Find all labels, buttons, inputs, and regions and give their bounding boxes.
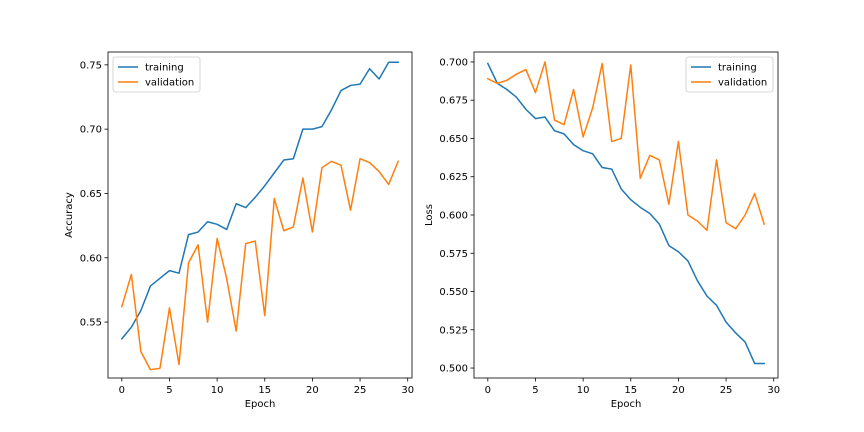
x-tick-label: 10	[211, 385, 224, 396]
x-tick-label: 30	[767, 385, 780, 396]
x-tick-label: 5	[532, 385, 538, 396]
y-tick-label: 0.550	[439, 287, 468, 298]
series-line-training	[486, 62, 765, 365]
x-tick-label: 15	[258, 385, 271, 396]
y-tick-label: 0.55	[80, 318, 102, 329]
y-tick-label: 0.575	[439, 249, 468, 260]
x-tick-label: 15	[624, 385, 637, 396]
x-tick-label: 25	[720, 385, 733, 396]
y-axis-label: Loss	[424, 204, 435, 226]
x-tick-label: 20	[306, 385, 319, 396]
x-axis-label: Epoch	[611, 399, 642, 410]
series-line-training	[120, 61, 399, 340]
series-line-validation	[120, 157, 400, 371]
x-tick-label: 0	[485, 385, 491, 396]
x-tick-label: 25	[354, 385, 367, 396]
accuracy-chart: 0 5 10 15 20 25 30 0.55 0.60 0.65 0.70 0.75 Epoch Acc…	[64, 51, 414, 410]
y-tick-label: 0.650	[439, 134, 468, 145]
y-tick-label: 0.60	[80, 253, 102, 264]
x-tick-label: 20	[672, 385, 685, 396]
y-tick-label: 0.70	[80, 125, 102, 136]
series-line-validation	[486, 61, 766, 232]
x-tick-label: 10	[577, 385, 590, 396]
legend: training validation	[112, 56, 201, 93]
axes-frame	[107, 51, 413, 379]
legend: training validation	[685, 56, 774, 93]
y-tick-label: 0.65	[80, 189, 102, 200]
y-tick-label: 0.525	[439, 325, 468, 336]
legend-label-training: training	[145, 63, 184, 74]
y-axis-label: Accuracy	[64, 192, 75, 238]
y-tick-label: 0.75	[80, 60, 102, 71]
y-tick-label: 0.600	[439, 211, 468, 222]
y-tick-label: 0.700	[439, 57, 468, 68]
legend-box	[112, 56, 201, 93]
legend-box	[685, 56, 774, 93]
x-axis-label: Epoch	[245, 399, 276, 410]
y-tick-label: 0.675	[439, 96, 468, 107]
legend-label-validation: validation	[145, 78, 194, 89]
y-tick-label: 0.500	[439, 364, 468, 375]
y-tick-label: 0.625	[439, 172, 468, 183]
loss-chart: 0 5 10 15 20 25 30 0.500 0.525 0.550 0.575 0.600 0.6…	[424, 51, 780, 410]
legend-label-training: training	[718, 63, 757, 74]
x-tick-label: 0	[119, 385, 125, 396]
x-tick-label: 5	[166, 385, 172, 396]
x-tick-label: 30	[401, 385, 414, 396]
legend-label-validation: validation	[718, 78, 767, 89]
